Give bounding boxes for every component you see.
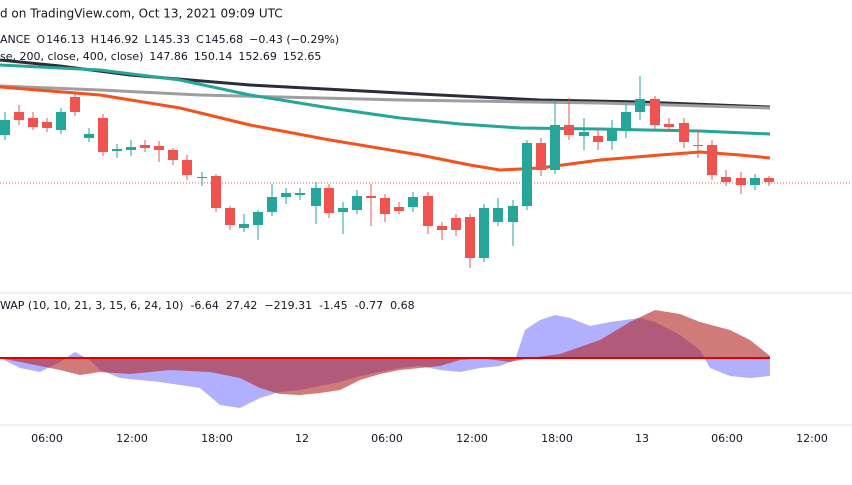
x-axis-label: 12:00 xyxy=(116,432,148,445)
candle-body xyxy=(281,193,291,197)
candle-body xyxy=(607,128,617,141)
candle-body xyxy=(311,188,321,206)
candle-body xyxy=(295,193,305,195)
candle-body xyxy=(408,197,418,207)
candle-body xyxy=(693,145,703,146)
candle-body xyxy=(112,149,122,151)
candle-body xyxy=(380,198,390,214)
x-axis-label: 18:00 xyxy=(201,432,233,445)
candle-body xyxy=(493,208,503,222)
header-title: d on TradingView.com, Oct 13, 2021 09:09… xyxy=(0,7,283,21)
candle-body xyxy=(564,125,574,135)
candle-body xyxy=(182,160,192,175)
legend-item: C xyxy=(196,33,204,46)
candle-body xyxy=(423,196,433,226)
candle-body xyxy=(56,112,66,130)
legend-item: L xyxy=(144,33,151,46)
x-axis-label: 18:00 xyxy=(541,432,573,445)
candle-body xyxy=(394,207,404,211)
candle-body xyxy=(211,176,221,208)
legend-item: 152.65 xyxy=(283,50,322,63)
candle-body xyxy=(324,188,334,213)
candle-body xyxy=(522,143,532,206)
legend-item: H xyxy=(91,33,99,46)
legend-item: 150.14 xyxy=(194,50,233,63)
candle-body xyxy=(225,208,235,225)
candle-body xyxy=(750,178,760,185)
ma-line-200 xyxy=(0,63,771,136)
x-axis-label: 12:00 xyxy=(796,432,828,445)
candle-body xyxy=(707,145,717,175)
candle-body xyxy=(267,197,277,212)
x-axis-label: 06:00 xyxy=(711,432,743,445)
candle-body xyxy=(84,134,94,138)
candle-body xyxy=(98,118,108,152)
candle-body xyxy=(70,97,80,112)
legend-item: 27.42 xyxy=(226,299,258,312)
candle-body xyxy=(721,177,731,182)
candle-body xyxy=(621,112,631,131)
x-axis-label: 12:00 xyxy=(456,432,488,445)
legend-item: -6.64 xyxy=(190,299,218,312)
x-axis-label: 06:00 xyxy=(371,432,403,445)
candle-body xyxy=(664,124,674,127)
candle-body xyxy=(650,99,660,125)
candle-body xyxy=(366,196,376,198)
legends: ANCE O 146.13 H 146.92 L 145.33 C 145.68 −0.43 (−… xyxy=(0,33,415,312)
legend-item: 145.33 xyxy=(151,33,190,46)
candle-body xyxy=(154,146,164,150)
candle-body xyxy=(0,120,10,135)
candle-body xyxy=(14,112,24,120)
candles xyxy=(0,76,774,268)
legend-item: −219.31 xyxy=(264,299,312,312)
candle-body xyxy=(140,145,150,148)
candle-body xyxy=(451,218,461,230)
ma-line-100 xyxy=(0,85,771,172)
candle-body xyxy=(579,132,589,136)
legend-item: 145.68 xyxy=(205,33,244,46)
candle-body xyxy=(168,150,178,160)
candle-body xyxy=(764,178,774,182)
legend-item: O xyxy=(36,33,45,46)
x-axis-label: 13 xyxy=(635,432,649,445)
candle-body xyxy=(42,122,52,128)
x-axis-label: 06:00 xyxy=(31,432,63,445)
candle-body xyxy=(352,196,362,210)
legend-item: ANCE xyxy=(0,33,30,46)
candle-body xyxy=(437,226,447,230)
candle-body xyxy=(736,178,746,185)
legend-item: 146.13 xyxy=(46,33,85,46)
legend-item: WAP (10, 10, 21, 3, 15, 6, 24, 10) xyxy=(0,299,183,312)
legend-item: 146.92 xyxy=(100,33,139,46)
legend-item: −0.43 (−0.29%) xyxy=(249,33,339,46)
candle-body xyxy=(635,99,645,112)
legend-item: -1.45 xyxy=(319,299,347,312)
candle-body xyxy=(479,208,489,258)
candle-body xyxy=(679,123,689,142)
candle-body xyxy=(253,212,263,225)
candle-body xyxy=(536,143,546,170)
candle-body xyxy=(197,177,207,178)
candle-body xyxy=(550,125,560,170)
legend-item: se, 200, close, 400, close) xyxy=(0,50,143,63)
candle-body xyxy=(593,136,603,142)
candle-body xyxy=(465,217,475,258)
indicator-area-red xyxy=(0,310,770,395)
candle-body xyxy=(126,147,136,150)
legend-item: 0.68 xyxy=(390,299,415,312)
candle-body xyxy=(338,208,348,212)
legend-item: 152.69 xyxy=(238,50,277,63)
candle-body xyxy=(508,206,518,222)
legend-item: -0.77 xyxy=(355,299,383,312)
x-axis-label: 12 xyxy=(295,432,309,445)
candle-body xyxy=(28,118,38,127)
ma-line-400b xyxy=(0,84,771,110)
legend-item: 147.86 xyxy=(149,50,188,63)
candle-body xyxy=(239,224,249,228)
